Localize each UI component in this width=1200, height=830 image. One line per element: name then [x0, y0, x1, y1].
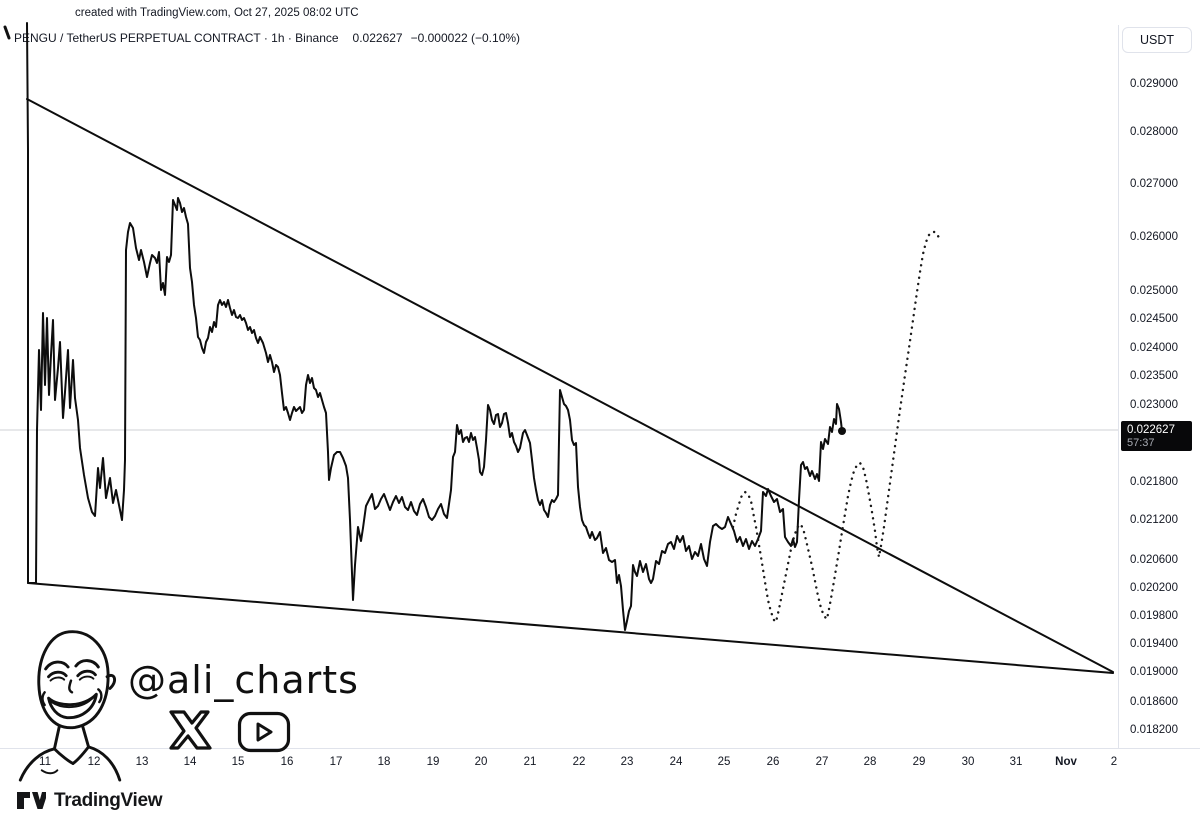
date-tick-label: 25 — [717, 756, 731, 768]
watermark-handle: @ali_charts — [128, 658, 359, 702]
date-tick-label: 29 — [912, 756, 926, 768]
date-tick-label: 13 — [135, 756, 149, 768]
youtube-icon — [237, 711, 291, 753]
date-tick-label: 27 — [815, 756, 829, 768]
date-tick-label: 2 — [1110, 756, 1118, 768]
symbol-change: −0.000022 (−0.10%) — [410, 31, 521, 45]
price-axis-divider — [1118, 25, 1119, 748]
date-tick-label: 18 — [377, 756, 391, 768]
tradingview-logo[interactable]: TradingView — [16, 789, 163, 813]
price-tick-label: 0.019000 — [1130, 666, 1178, 678]
face-drawing — [18, 630, 122, 782]
price-tick-label: 0.025000 — [1130, 285, 1178, 297]
symbol-bar[interactable]: PENGU / TetherUS PERPETUAL CONTRACT · 1h… — [14, 31, 520, 45]
price-tick-label: 0.018200 — [1130, 724, 1178, 736]
badge-countdown: 57:37 — [1127, 437, 1155, 450]
date-tick-label: 19 — [426, 756, 440, 768]
projection-dotted-path[interactable] — [731, 230, 943, 624]
date-tick-label: 30 — [961, 756, 975, 768]
last-price-badge[interactable]: 0.022627 57:37 — [1121, 421, 1192, 451]
date-tick-label: 11 — [39, 756, 51, 768]
symbol-title: PENGU / TetherUS PERPETUAL CONTRACT · 1h… — [14, 31, 339, 45]
date-tick-label: Nov — [1055, 756, 1077, 768]
price-tick-label: 0.023000 — [1130, 399, 1178, 411]
time-axis-divider — [0, 748, 1200, 749]
date-tick-label: 22 — [572, 756, 586, 768]
price-tick-label: 0.019800 — [1130, 610, 1178, 622]
price-tick-label: 0.024500 — [1130, 313, 1178, 325]
last-price-dot — [838, 427, 846, 435]
price-tick-label: 0.019400 — [1130, 638, 1178, 650]
price-tick-label: 0.026000 — [1130, 231, 1178, 243]
date-tick-label: 16 — [280, 756, 294, 768]
symbol-last-price: 0.022627 — [352, 31, 403, 45]
upper-trendline[interactable] — [26, 98, 1114, 673]
date-tick-label: 24 — [669, 756, 683, 768]
price-tick-label: 0.024000 — [1130, 342, 1178, 354]
lower-trendline[interactable] — [27, 582, 1114, 674]
date-tick-label: 12 — [87, 756, 101, 768]
date-tick-label: 20 — [474, 756, 488, 768]
date-tick-label: 15 — [231, 756, 245, 768]
badge-price: 0.022627 — [1127, 424, 1175, 436]
price-tick-label: 0.028000 — [1130, 126, 1178, 138]
price-tick-label: 0.023500 — [1130, 370, 1178, 382]
price-tick-label: 0.027000 — [1130, 178, 1178, 190]
date-tick-label: 28 — [863, 756, 877, 768]
pen-mark — [3, 25, 11, 40]
price-tick-label: 0.020600 — [1130, 554, 1178, 566]
price-tick-label: 0.021800 — [1130, 476, 1178, 488]
date-tick-label: 23 — [620, 756, 634, 768]
price-tick-label: 0.021200 — [1130, 514, 1178, 526]
price-tick-label: 0.029000 — [1130, 78, 1178, 90]
tradingview-wordmark: TradingView — [54, 790, 163, 811]
date-tick-label: 26 — [766, 756, 780, 768]
date-tick-label: 31 — [1009, 756, 1023, 768]
price-tick-label: 0.018600 — [1130, 696, 1178, 708]
price-tick-label: 0.020200 — [1130, 582, 1178, 594]
currency-toggle-button[interactable]: USDT — [1122, 27, 1192, 53]
tradingview-mark-icon — [17, 792, 46, 809]
date-tick-label: 17 — [329, 756, 343, 768]
date-tick-label: 21 — [523, 756, 537, 768]
date-tick-label: 14 — [183, 756, 197, 768]
created-with-line: created with TradingView.com, Oct 27, 20… — [75, 7, 359, 19]
x-icon — [169, 710, 212, 750]
price-line-series[interactable] — [26, 22, 843, 631]
